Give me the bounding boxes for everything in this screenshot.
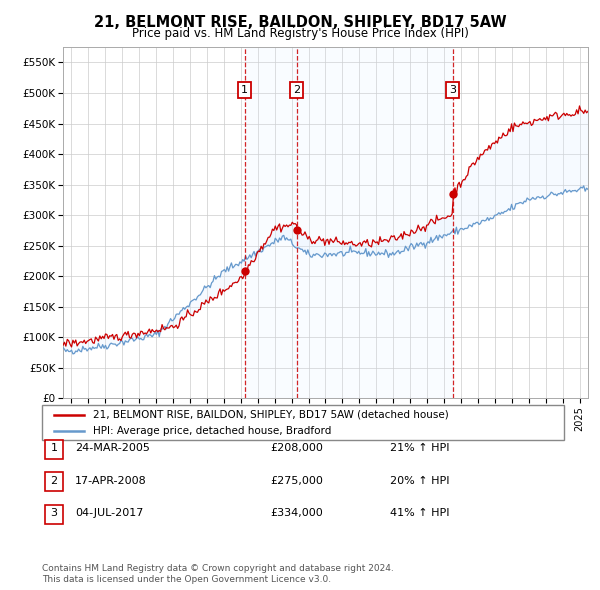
Text: 3: 3 bbox=[449, 85, 456, 95]
Text: 21, BELMONT RISE, BAILDON, SHIPLEY, BD17 5AW (detached house): 21, BELMONT RISE, BAILDON, SHIPLEY, BD17… bbox=[93, 410, 449, 420]
Text: £334,000: £334,000 bbox=[270, 509, 323, 518]
Text: 2: 2 bbox=[50, 476, 58, 486]
Text: 1: 1 bbox=[241, 85, 248, 95]
Bar bbox=[297, 47, 452, 398]
Text: 41% ↑ HPI: 41% ↑ HPI bbox=[390, 509, 449, 518]
Bar bbox=[245, 47, 297, 398]
Text: This data is licensed under the Open Government Licence v3.0.: This data is licensed under the Open Gov… bbox=[42, 575, 331, 584]
Text: £208,000: £208,000 bbox=[270, 444, 323, 453]
Text: Price paid vs. HM Land Registry's House Price Index (HPI): Price paid vs. HM Land Registry's House … bbox=[131, 27, 469, 40]
Text: 2: 2 bbox=[293, 85, 300, 95]
Text: 21% ↑ HPI: 21% ↑ HPI bbox=[390, 444, 449, 453]
Text: 1: 1 bbox=[50, 444, 58, 453]
Text: 04-JUL-2017: 04-JUL-2017 bbox=[75, 509, 143, 518]
Text: £275,000: £275,000 bbox=[270, 476, 323, 486]
Text: 21, BELMONT RISE, BAILDON, SHIPLEY, BD17 5AW: 21, BELMONT RISE, BAILDON, SHIPLEY, BD17… bbox=[94, 15, 506, 30]
Text: 24-MAR-2005: 24-MAR-2005 bbox=[75, 444, 150, 453]
Text: HPI: Average price, detached house, Bradford: HPI: Average price, detached house, Brad… bbox=[93, 426, 331, 436]
Text: 20% ↑ HPI: 20% ↑ HPI bbox=[390, 476, 449, 486]
Text: Contains HM Land Registry data © Crown copyright and database right 2024.: Contains HM Land Registry data © Crown c… bbox=[42, 565, 394, 573]
Text: 17-APR-2008: 17-APR-2008 bbox=[75, 476, 147, 486]
Text: 3: 3 bbox=[50, 509, 58, 518]
